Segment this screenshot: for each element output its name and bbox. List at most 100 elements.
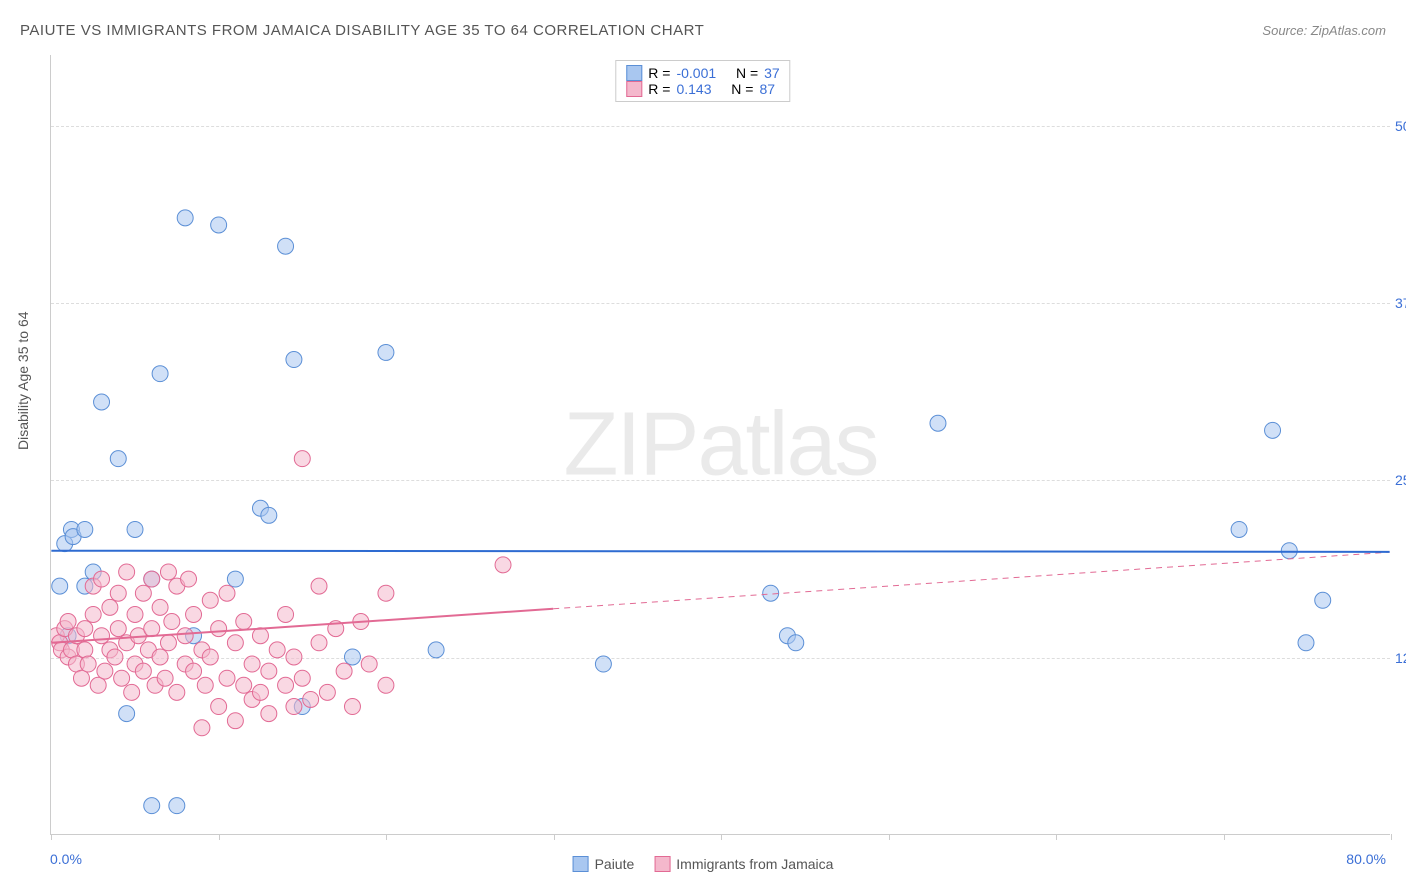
data-point [202,649,218,665]
x-tick [1224,834,1225,840]
data-point [110,451,126,467]
x-tick [1391,834,1392,840]
data-point [252,684,268,700]
data-point [303,691,319,707]
swatch-jamaica-bottom [654,856,670,872]
data-point [261,706,277,722]
data-point [227,635,243,651]
data-point [336,663,352,679]
data-point [194,720,210,736]
data-point [269,642,285,658]
y-tick-label: 12.5% [1395,650,1406,666]
data-point [119,564,135,580]
data-point [152,599,168,615]
data-point [311,635,327,651]
data-point [135,585,151,601]
data-point [378,677,394,693]
data-point [294,670,310,686]
data-point [495,557,511,573]
data-point [261,507,277,523]
data-point [227,571,243,587]
y-tick-label: 37.5% [1395,295,1406,311]
data-point [361,656,377,672]
scatter-chart [51,55,1390,834]
n-label-1: N = [736,65,758,81]
data-point [211,217,227,233]
x-axis-min-label: 0.0% [50,851,82,867]
x-tick [1056,834,1057,840]
y-tick-label: 25.0% [1395,472,1406,488]
r-value-1: -0.001 [676,65,716,81]
data-point [135,663,151,679]
r-label-2: R = [648,81,670,97]
swatch-paiute-bottom [573,856,589,872]
data-point [85,606,101,622]
data-point [60,614,76,630]
data-point [227,713,243,729]
data-point [186,606,202,622]
n-label-2: N = [731,81,753,97]
trend-line-dashed [553,552,1389,609]
data-point [97,663,113,679]
source-label: Source: [1262,23,1307,38]
title-bar: PAIUTE VS IMMIGRANTS FROM JAMAICA DISABI… [20,22,1386,39]
y-tick-label: 50.0% [1395,118,1406,134]
data-point [177,628,193,644]
y-axis-title: Disability Age 35 to 64 [15,311,31,450]
legend-label-paiute: Paiute [595,856,635,872]
data-point [378,344,394,360]
data-point [788,635,804,651]
data-point [127,521,143,537]
data-point [186,663,202,679]
x-tick [219,834,220,840]
legend-row-1: R = -0.001 N = 37 [626,65,779,81]
data-point [1231,521,1247,537]
legend-item-paiute: Paiute [573,856,635,872]
data-point [286,649,302,665]
swatch-jamaica [626,81,642,97]
data-point [344,649,360,665]
correlation-legend: R = -0.001 N = 37 R = 0.143 N = 87 [615,60,790,102]
data-point [169,684,185,700]
data-point [311,578,327,594]
data-point [278,238,294,254]
data-point [110,585,126,601]
data-point [94,628,110,644]
data-point [236,614,252,630]
data-point [219,585,235,601]
data-point [202,592,218,608]
data-point [211,621,227,637]
data-point [595,656,611,672]
r-value-2: 0.143 [676,81,711,97]
data-point [144,571,160,587]
data-point [219,670,235,686]
data-point [144,621,160,637]
data-point [52,578,68,594]
plot-area: ZIPatlas 12.5%25.0%37.5%50.0% [50,55,1390,835]
data-point [160,635,176,651]
data-point [77,521,93,537]
data-point [244,656,260,672]
data-point [157,670,173,686]
data-point [261,663,277,679]
data-point [160,564,176,580]
data-point [278,606,294,622]
x-tick [386,834,387,840]
data-point [114,670,130,686]
data-point [73,670,89,686]
data-point [930,415,946,431]
data-point [152,366,168,382]
n-value-2: 87 [759,81,775,97]
data-point [164,614,180,630]
data-point [252,628,268,644]
data-point [152,649,168,665]
legend-label-jamaica: Immigrants from Jamaica [676,856,833,872]
data-point [77,621,93,637]
x-tick [554,834,555,840]
data-point [177,210,193,226]
series-legend: Paiute Immigrants from Jamaica [567,854,840,874]
legend-row-2: R = 0.143 N = 87 [626,81,779,97]
data-point [80,656,96,672]
data-point [286,352,302,368]
x-tick [721,834,722,840]
